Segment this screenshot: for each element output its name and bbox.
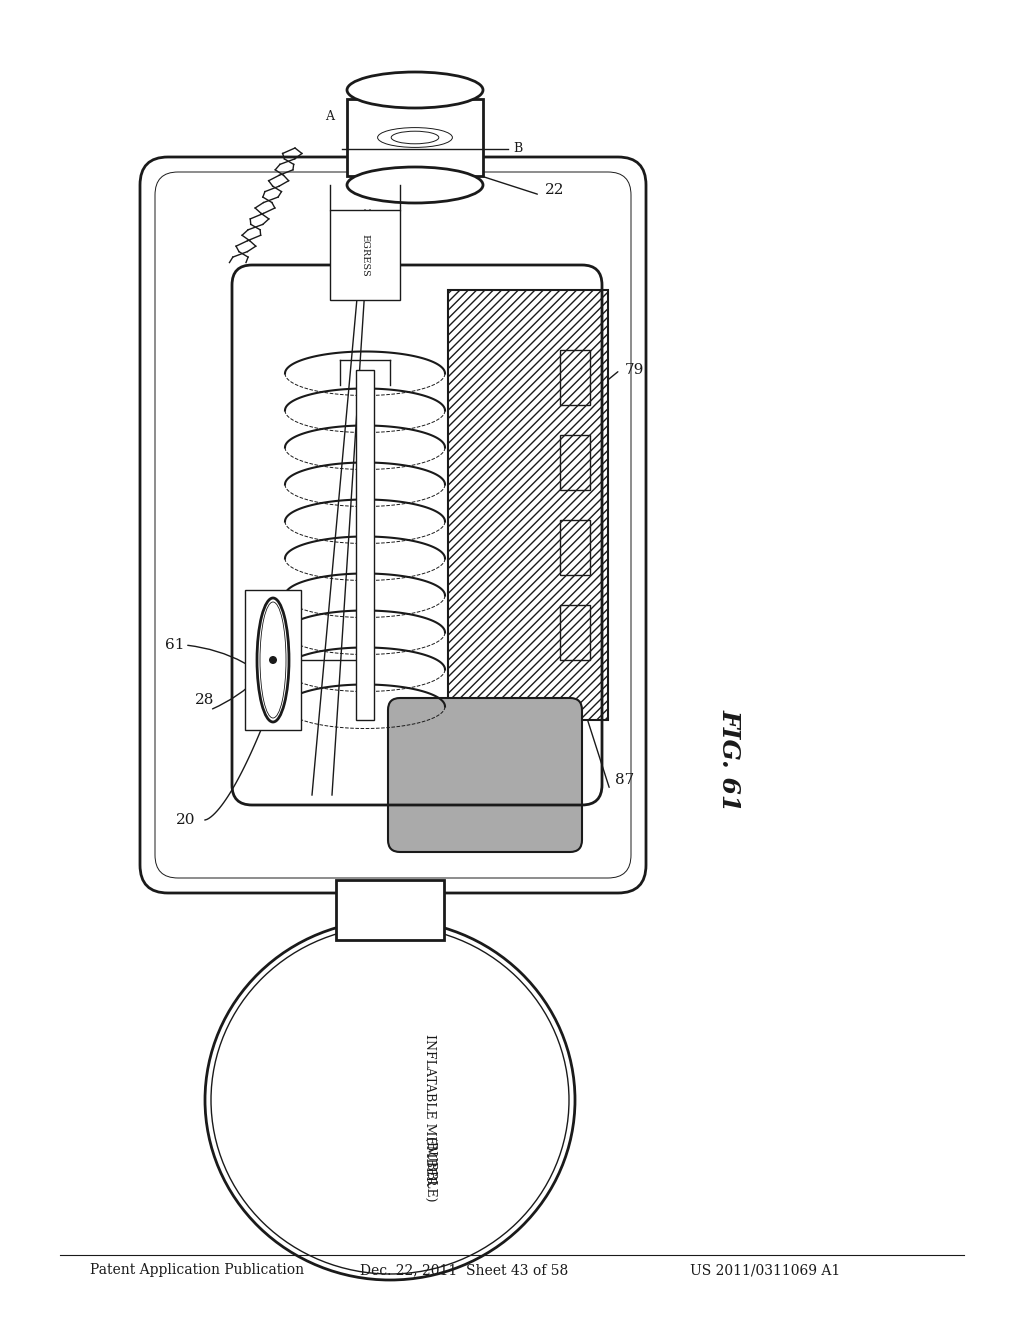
- Text: 79: 79: [625, 363, 644, 378]
- Text: 87: 87: [615, 774, 634, 787]
- Bar: [560, 350, 590, 405]
- Bar: [245, 590, 301, 730]
- Text: Patent Application Publication: Patent Application Publication: [90, 1263, 304, 1276]
- Text: (BUBBLE): (BUBBLE): [424, 1138, 436, 1203]
- Text: 28: 28: [196, 693, 215, 708]
- Bar: [560, 436, 590, 490]
- Ellipse shape: [269, 656, 278, 664]
- Ellipse shape: [347, 168, 483, 203]
- Text: 61: 61: [165, 638, 184, 652]
- Ellipse shape: [257, 598, 289, 722]
- Bar: [560, 520, 590, 576]
- Bar: [347, 99, 483, 176]
- Text: EGRESS: EGRESS: [360, 234, 370, 276]
- Text: 22: 22: [545, 183, 564, 197]
- Text: US 2011/0311069 A1: US 2011/0311069 A1: [690, 1263, 841, 1276]
- Text: 20: 20: [175, 813, 195, 828]
- Bar: [560, 605, 590, 660]
- Bar: [449, 290, 608, 719]
- Text: INFLATABLE MEMBER: INFLATABLE MEMBER: [424, 1035, 436, 1185]
- FancyBboxPatch shape: [140, 157, 646, 894]
- FancyBboxPatch shape: [388, 698, 582, 851]
- Text: B: B: [513, 143, 522, 156]
- Text: Dec. 22, 2011  Sheet 43 of 58: Dec. 22, 2011 Sheet 43 of 58: [360, 1263, 568, 1276]
- Text: FIG. 61: FIG. 61: [718, 709, 742, 810]
- Ellipse shape: [347, 73, 483, 108]
- Bar: [336, 880, 444, 940]
- Bar: [356, 370, 374, 719]
- Bar: [330, 210, 400, 300]
- Text: A: A: [325, 111, 334, 124]
